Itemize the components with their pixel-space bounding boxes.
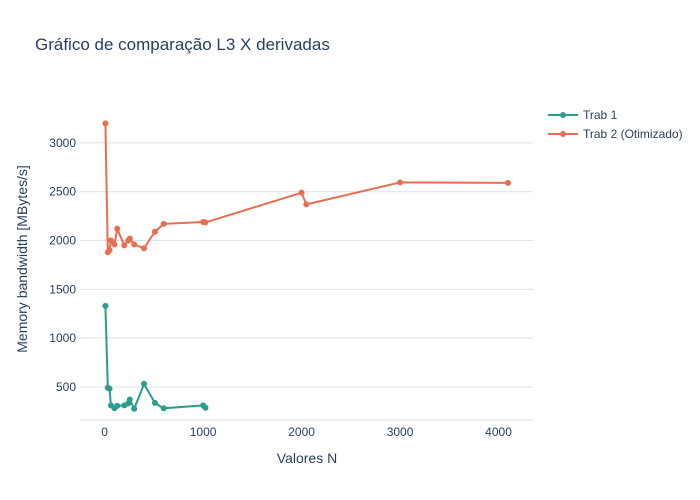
legend-label: Trab 1 xyxy=(583,108,618,122)
data-point[interactable] xyxy=(303,201,310,208)
data-point[interactable] xyxy=(504,179,511,186)
data-point[interactable] xyxy=(298,189,305,196)
y-tick-label: 2000 xyxy=(49,233,76,247)
data-point[interactable] xyxy=(131,405,138,412)
legend-item[interactable]: Trab 1 xyxy=(548,108,618,122)
data-point[interactable] xyxy=(397,179,404,186)
legend-item[interactable]: Trab 2 (Otimizado) xyxy=(548,127,683,141)
data-point[interactable] xyxy=(126,235,133,242)
x-axis-title: Valores N xyxy=(277,450,337,466)
x-tick-label: 1000 xyxy=(190,425,217,439)
series-line xyxy=(104,305,207,412)
y-tick-label: 1500 xyxy=(49,282,76,296)
x-tick-label: 2000 xyxy=(288,425,315,439)
chart-title: Gráfico de comparação L3 X derivadas xyxy=(35,35,330,54)
y-tick-label: 3000 xyxy=(49,136,76,150)
data-point[interactable] xyxy=(141,245,148,252)
x-tick-label: 4000 xyxy=(485,425,512,439)
series-1 xyxy=(102,302,209,412)
data-point[interactable] xyxy=(131,241,138,248)
data-point[interactable] xyxy=(106,385,113,392)
legend-swatch-marker xyxy=(560,112,566,118)
x-tick-labels: 0 1000 2000 3000 4000 xyxy=(101,425,512,439)
data-point[interactable] xyxy=(151,228,158,235)
data-point[interactable] xyxy=(151,399,158,406)
y-tick-label: 1000 xyxy=(49,331,76,345)
series-2 xyxy=(102,120,511,256)
y-tick-label: 500 xyxy=(56,380,76,394)
data-point[interactable] xyxy=(102,120,109,127)
legend-swatch-marker xyxy=(560,131,566,137)
data-point[interactable] xyxy=(126,396,133,403)
data-point[interactable] xyxy=(121,242,128,249)
data-point[interactable] xyxy=(106,247,113,254)
data-point[interactable] xyxy=(114,402,121,409)
y-tick-labels: 500 1000 1500 2000 2500 3000 xyxy=(49,136,76,394)
data-point[interactable] xyxy=(107,237,114,244)
y-tick-label: 2500 xyxy=(49,185,76,199)
data-point[interactable] xyxy=(202,404,209,411)
x-tick-label: 0 xyxy=(101,425,108,439)
data-point[interactable] xyxy=(160,220,167,227)
data-point[interactable] xyxy=(160,405,167,412)
legend-label: Trab 2 (Otimizado) xyxy=(583,127,683,141)
data-point[interactable] xyxy=(202,219,209,226)
data-point[interactable] xyxy=(141,380,148,387)
data-point[interactable] xyxy=(111,241,118,248)
data-point[interactable] xyxy=(102,302,109,309)
grid-lines xyxy=(80,142,533,421)
y-axis-title: Memory bandwidth [MBytes/s] xyxy=(14,165,30,353)
series-layer xyxy=(102,120,511,412)
legend[interactable]: Trab 1 Trab 2 (Otimizado) xyxy=(548,108,683,141)
data-point[interactable] xyxy=(114,225,121,232)
x-tick-label: 3000 xyxy=(387,425,414,439)
